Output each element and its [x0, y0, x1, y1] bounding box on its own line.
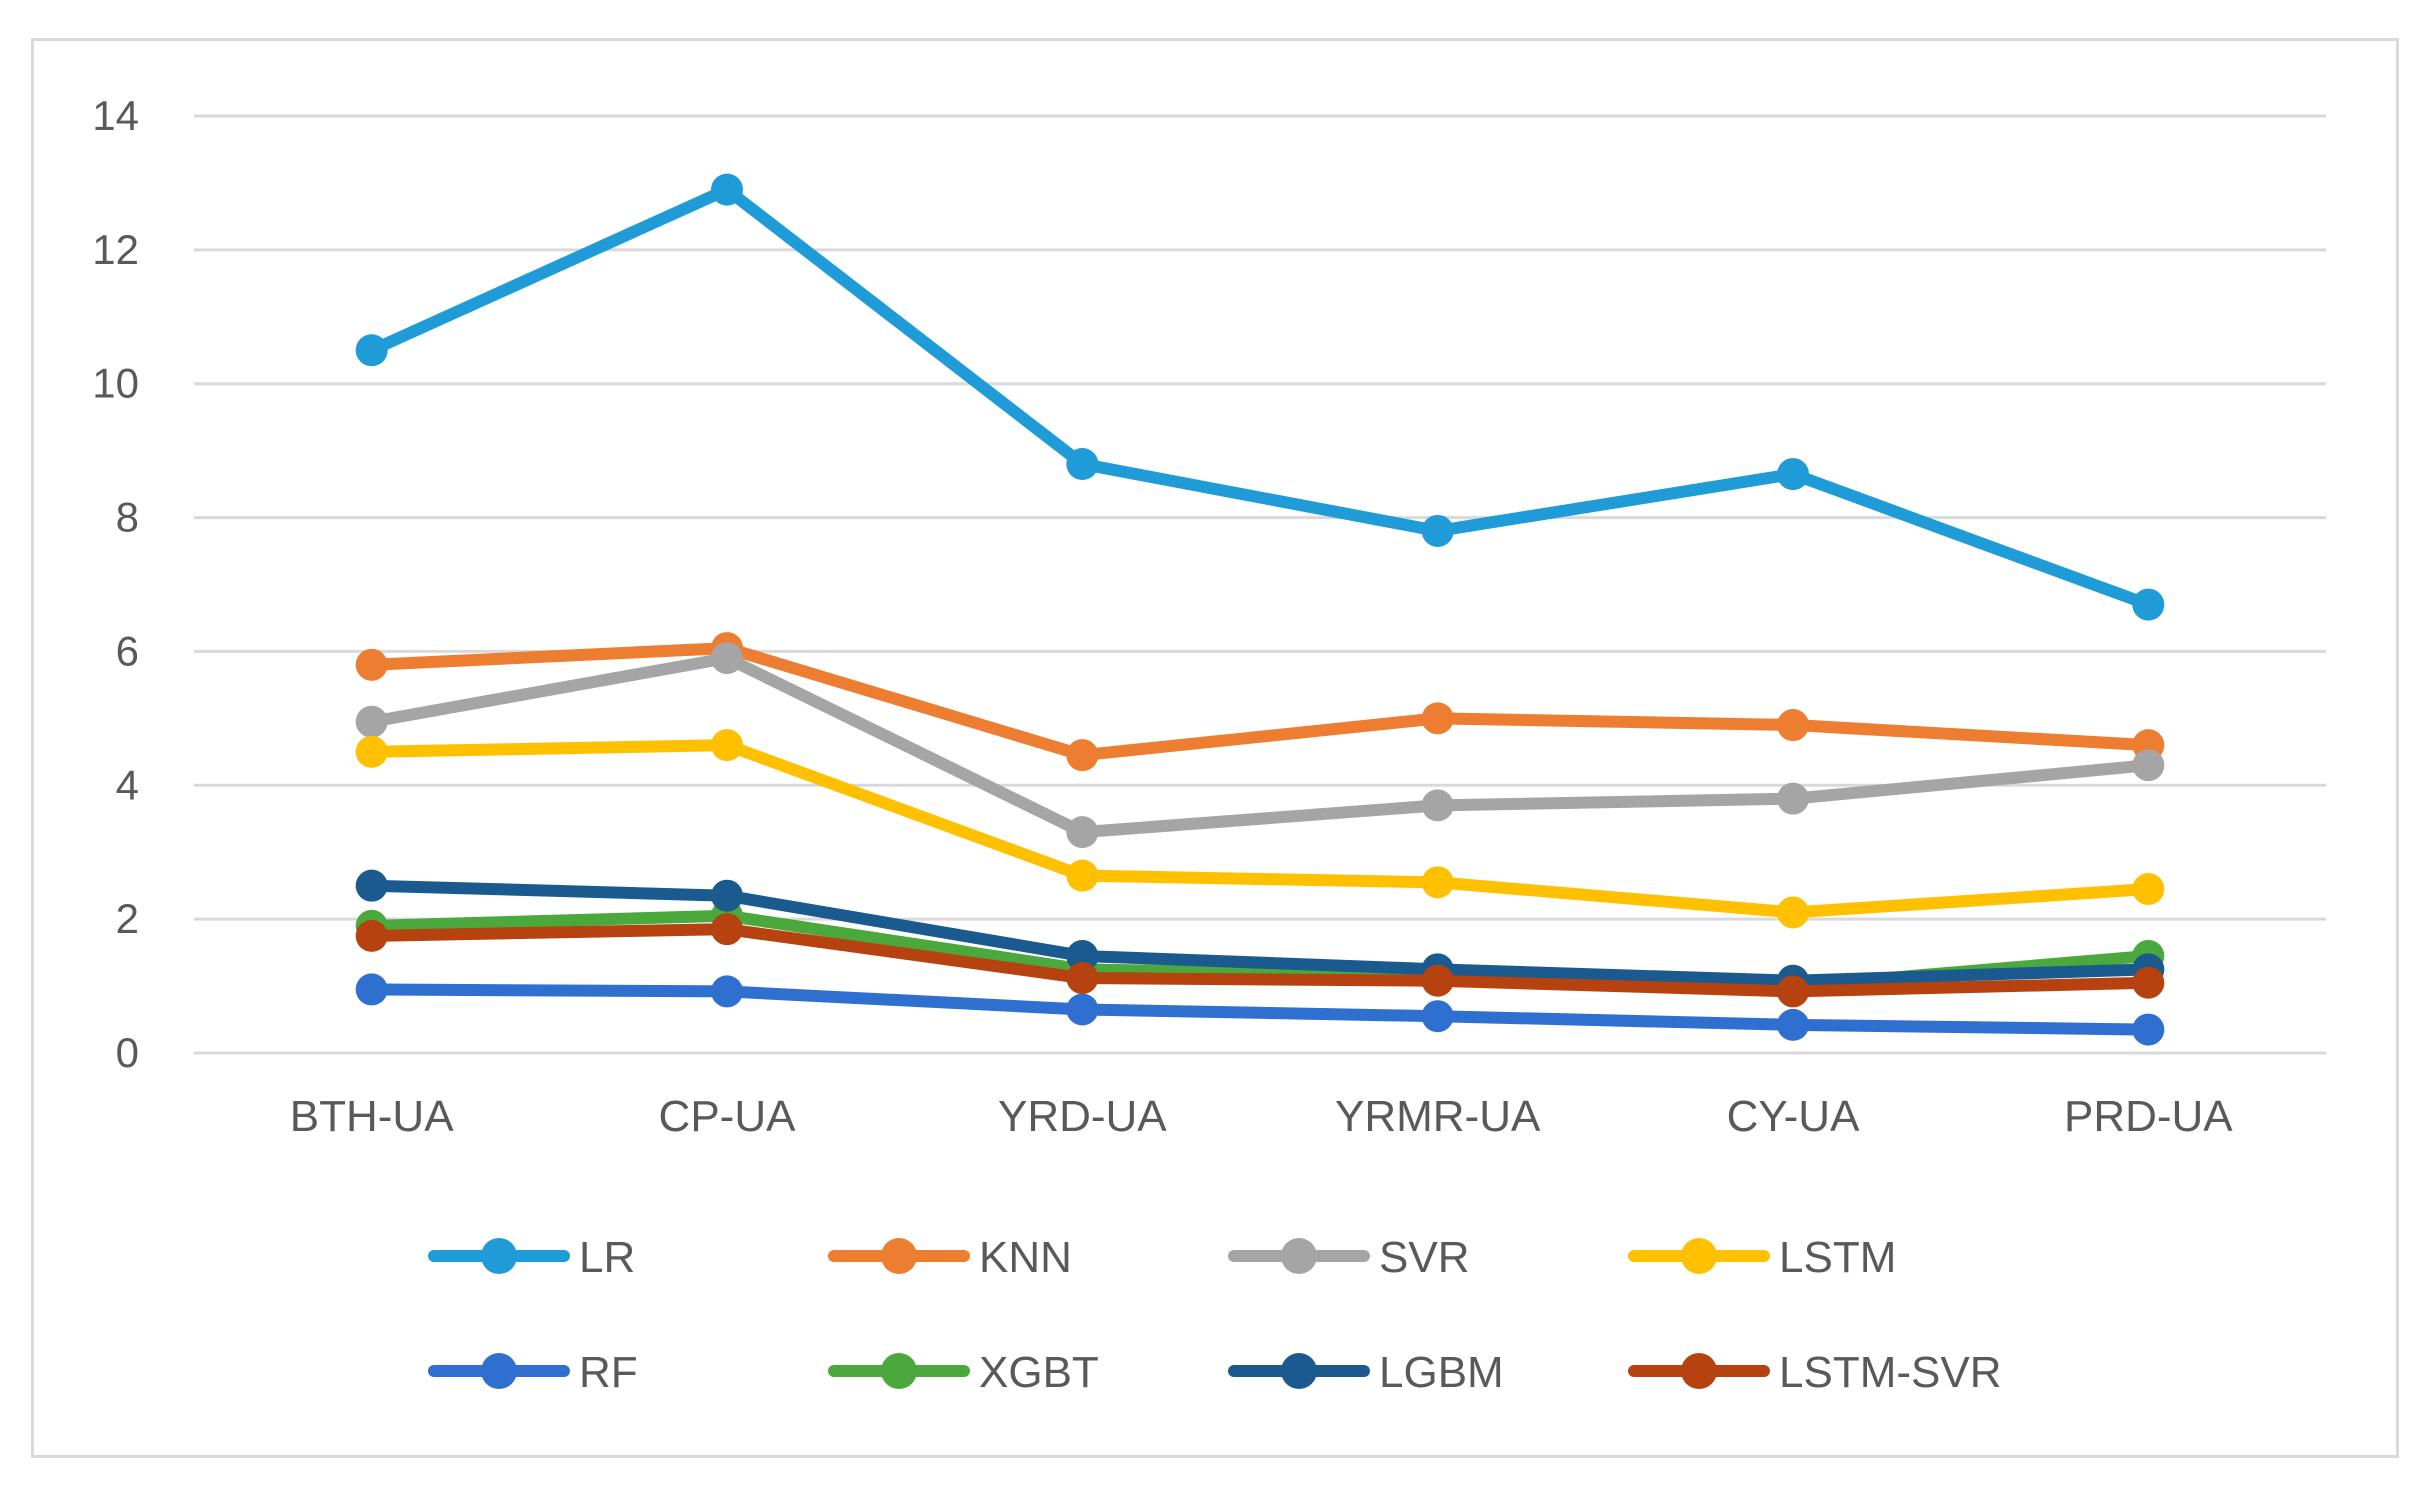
- data-point: [1421, 702, 1454, 735]
- legend-swatch-marker: [881, 1238, 917, 1274]
- series-rf: [355, 973, 2165, 1046]
- data-point: [1777, 1008, 1809, 1041]
- series-line: [365, 879, 2155, 987]
- x-axis-tick-labels: BTH-UA CP-UA YRD-UA YRMR-UA CY-UA PRD-UA: [290, 1092, 2234, 1141]
- x-tick-label: BTH-UA: [290, 1092, 454, 1141]
- data-point: [355, 919, 388, 952]
- legend-swatch-marker: [881, 1353, 917, 1389]
- data-point: [1777, 458, 1809, 491]
- legend-item-knn: KNN: [828, 1233, 1072, 1282]
- legend-label: KNN: [979, 1233, 1072, 1282]
- legend: LR KNN SVR LSTM RF XGBT LGBM LSTM-SVR: [428, 1233, 2001, 1397]
- y-tick-label: 6: [116, 627, 139, 674]
- line-chart: 0 2 4 6 8 10 12 14 BTH-UA CP-UA YRD-UA YRMR-UA CY-U…: [92, 92, 2326, 1397]
- data-point: [1421, 789, 1454, 822]
- data-point: [711, 879, 743, 912]
- series-line: [365, 923, 2155, 998]
- data-point: [711, 913, 743, 946]
- legend-swatch-marker: [481, 1238, 517, 1274]
- data-point: [2132, 588, 2165, 621]
- data-point: [355, 648, 388, 681]
- data-point: [355, 334, 388, 367]
- legend-swatch-marker: [1281, 1353, 1317, 1389]
- legend-label: XGBT: [979, 1348, 1099, 1397]
- data-point: [1421, 1000, 1454, 1033]
- legend-label: LGBM: [1379, 1348, 1504, 1397]
- series-knn: [355, 632, 2165, 772]
- data-point: [355, 869, 388, 902]
- legend-swatch-marker: [1681, 1353, 1717, 1389]
- data-point: [2132, 749, 2165, 782]
- y-tick-label: 12: [92, 226, 139, 273]
- series-line: [365, 652, 2155, 839]
- chart-frame: 0 2 4 6 8 10 12 14 BTH-UA CP-UA YRD-UA YRMR-UA CY-U…: [31, 38, 2399, 1458]
- data-point: [1066, 816, 1099, 849]
- legend-swatch-marker: [481, 1353, 517, 1389]
- data-point: [1777, 975, 1809, 1008]
- series-line: [365, 642, 2155, 762]
- series-line: [365, 183, 2155, 611]
- data-point: [2132, 1013, 2165, 1046]
- y-tick-label: 4: [116, 761, 139, 808]
- series-svr: [355, 642, 2165, 849]
- legend-item-lstm-svr: LSTM-SVR: [1628, 1348, 2001, 1397]
- legend-label: SVR: [1379, 1233, 1469, 1282]
- series-lstm-svr: [355, 913, 2165, 1008]
- data-point: [1066, 993, 1099, 1026]
- x-tick-label: YRMR-UA: [1335, 1092, 1541, 1141]
- y-tick-label: 2: [116, 895, 139, 942]
- data-point: [1066, 739, 1099, 772]
- y-tick-label: 0: [116, 1029, 139, 1076]
- series-line: [365, 983, 2155, 1036]
- y-tick-label: 8: [116, 494, 139, 541]
- legend-label: LSTM-SVR: [1779, 1348, 2001, 1397]
- data-point: [1066, 448, 1099, 481]
- y-tick-label: 10: [92, 360, 139, 407]
- x-tick-label: CP-UA: [659, 1092, 797, 1141]
- legend-item-lgbm: LGBM: [1228, 1348, 1504, 1397]
- data-point: [1777, 782, 1809, 815]
- x-tick-label: PRD-UA: [2064, 1092, 2233, 1141]
- data-point: [711, 729, 743, 762]
- data-point: [1421, 514, 1454, 547]
- data-point: [711, 975, 743, 1008]
- data-point: [1421, 866, 1454, 899]
- x-tick-label: CY-UA: [1727, 1092, 1861, 1141]
- data-point: [1777, 709, 1809, 742]
- data-point: [711, 173, 743, 206]
- series-lstm: [355, 729, 2165, 929]
- legend-item-svr: SVR: [1228, 1233, 1469, 1282]
- data-point: [2132, 873, 2165, 906]
- data-point: [355, 973, 388, 1006]
- series-lr: [355, 173, 2165, 621]
- legend-item-lr: LR: [428, 1233, 635, 1282]
- data-point: [355, 735, 388, 768]
- x-tick-label: YRD-UA: [998, 1092, 1167, 1141]
- legend-label: LSTM: [1779, 1233, 1896, 1282]
- legend-swatch-marker: [1281, 1238, 1317, 1274]
- y-tick-label: 14: [92, 92, 139, 139]
- data-point: [2132, 966, 2165, 999]
- data-point: [1066, 939, 1099, 972]
- series-line: [365, 739, 2155, 919]
- gridlines: [194, 114, 2326, 1055]
- legend-item-rf: RF: [428, 1348, 638, 1397]
- data-point: [355, 705, 388, 738]
- y-axis-tick-labels: 0 2 4 6 8 10 12 14: [92, 92, 139, 1076]
- data-point: [1421, 964, 1454, 997]
- legend-item-xgbt: XGBT: [828, 1348, 1099, 1397]
- data-point: [1066, 962, 1099, 995]
- legend-label: LR: [579, 1233, 635, 1282]
- legend-label: RF: [579, 1348, 638, 1397]
- data-point: [1777, 896, 1809, 929]
- legend-swatch-marker: [1681, 1238, 1717, 1274]
- legend-item-lstm: LSTM: [1628, 1233, 1896, 1282]
- series-lines: [355, 173, 2165, 1046]
- data-point: [711, 642, 743, 675]
- data-point: [1066, 859, 1099, 892]
